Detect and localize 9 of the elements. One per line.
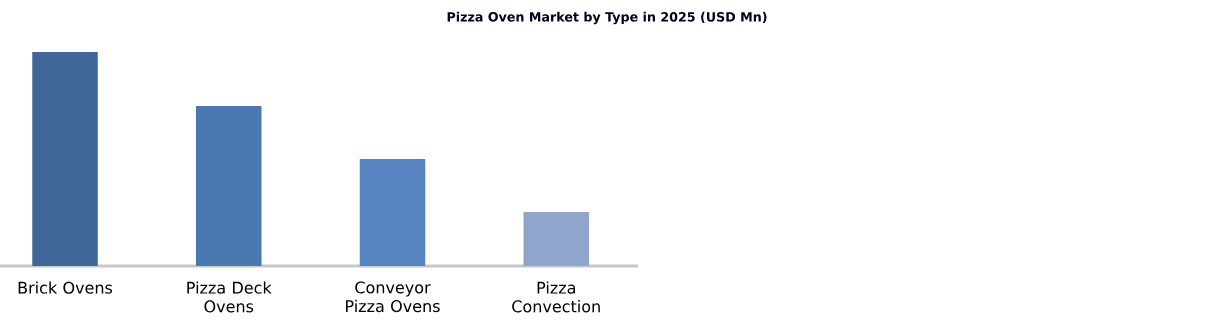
- bar: [32, 52, 98, 266]
- bar: [196, 105, 262, 266]
- chart-title: Pizza Oven Market by Type in 2025 (USD Mn): [447, 11, 767, 25]
- x-tick-label: Pizza Convection: [512, 281, 600, 313]
- x-tick-label: Conveyor Pizza Ovens: [346, 281, 440, 313]
- x-tick-label: Pizza Deck Ovens: [187, 281, 272, 313]
- bar: [359, 159, 426, 266]
- bar: [523, 212, 589, 266]
- x-tick-label: Brick Ovens: [18, 281, 113, 294]
